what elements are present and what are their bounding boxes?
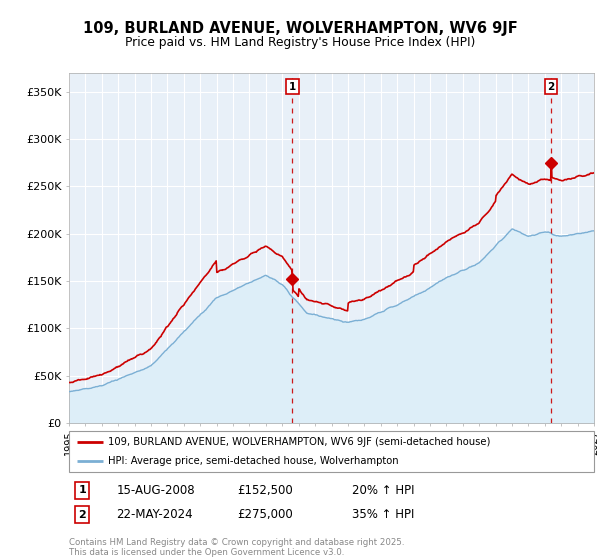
Text: 2: 2 [78, 510, 86, 520]
Text: £152,500: £152,500 [237, 484, 293, 497]
Text: 1: 1 [78, 486, 86, 496]
Text: 2: 2 [548, 82, 555, 91]
Text: 109, BURLAND AVENUE, WOLVERHAMPTON, WV6 9JF (semi-detached house): 109, BURLAND AVENUE, WOLVERHAMPTON, WV6 … [109, 437, 491, 447]
Text: 15-AUG-2008: 15-AUG-2008 [116, 484, 195, 497]
Text: 1: 1 [289, 82, 296, 91]
Text: 22-MAY-2024: 22-MAY-2024 [116, 508, 193, 521]
Text: £275,000: £275,000 [237, 508, 293, 521]
Text: 35% ↑ HPI: 35% ↑ HPI [353, 508, 415, 521]
Text: Price paid vs. HM Land Registry's House Price Index (HPI): Price paid vs. HM Land Registry's House … [125, 36, 475, 49]
Text: 109, BURLAND AVENUE, WOLVERHAMPTON, WV6 9JF: 109, BURLAND AVENUE, WOLVERHAMPTON, WV6 … [83, 21, 517, 36]
Text: HPI: Average price, semi-detached house, Wolverhampton: HPI: Average price, semi-detached house,… [109, 456, 399, 465]
Text: Contains HM Land Registry data © Crown copyright and database right 2025.
This d: Contains HM Land Registry data © Crown c… [69, 538, 404, 557]
FancyBboxPatch shape [69, 431, 594, 472]
Text: 20% ↑ HPI: 20% ↑ HPI [353, 484, 415, 497]
